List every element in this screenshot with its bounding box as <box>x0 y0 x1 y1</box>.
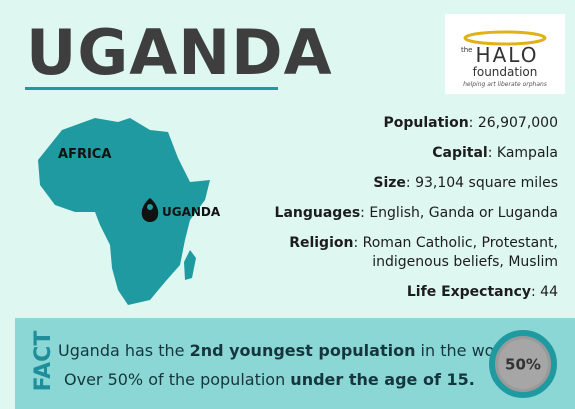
fact-value: : 44 <box>531 284 558 300</box>
badge-label: 50% <box>505 356 541 374</box>
fact-line: indigenous beliefs, Muslim <box>275 253 558 272</box>
africa-shape <box>38 118 210 305</box>
fact-line: Languages: English, Ganda or Luganda <box>275 204 558 223</box>
fact: Languages: English, Ganda or Luganda <box>275 204 558 223</box>
fact: Religion: Roman Catholic, Protestant, ind… <box>275 234 558 272</box>
halo-ring <box>463 30 547 46</box>
fact-text: Uganda has the <box>58 341 190 360</box>
fact: Life Expectancy: 44 <box>275 283 558 302</box>
madagascar-shape <box>184 250 196 280</box>
map: AFRICA UGANDA <box>38 118 221 305</box>
fact: Size: 93,104 square miles <box>275 174 558 193</box>
fact-band <box>15 318 575 409</box>
fact-line: Uganda has the 2nd youngest population i… <box>58 336 521 365</box>
fact-line: Over 50% of the population under the age… <box>58 365 521 394</box>
fact-value: : English, Ganda or Luganda <box>360 205 558 221</box>
fact: Capital: Kampala <box>275 144 558 163</box>
logo-the: the <box>461 46 473 54</box>
fact-emphasis: 2nd youngest population <box>189 341 416 360</box>
logo: the HALO foundation helping art liberate… <box>445 14 565 94</box>
fact-label: Capital <box>432 145 488 161</box>
title-rule <box>25 87 278 90</box>
fact-label: Languages <box>274 205 361 221</box>
fact-value: : 93,104 square miles <box>405 175 558 191</box>
region-label: AFRICA <box>58 147 111 162</box>
fact-emphasis: under the age of 15. <box>290 370 475 389</box>
fact-line: Religion: Roman Catholic, Protestant, <box>275 234 558 253</box>
map-pin-hole <box>147 204 153 210</box>
fact: Population: 26,907,000 <box>275 114 558 133</box>
logo-foundation: foundation <box>473 65 538 79</box>
logo-tagline: helping art liberate orphans <box>463 81 547 88</box>
map-pin-point <box>143 203 157 222</box>
badge: 50% <box>489 330 557 398</box>
fact-label: Life Expectancy <box>406 284 532 300</box>
country-label: UGANDA <box>162 205 221 219</box>
fact-line: Life Expectancy: 44 <box>275 283 558 302</box>
fact-line: Population: 26,907,000 <box>275 114 558 133</box>
logo-name: HALO <box>476 43 539 67</box>
fact-line: Size: 93,104 square miles <box>275 174 558 193</box>
fact-value: indigenous beliefs, Muslim <box>372 254 558 270</box>
facts: Population: 26,907,000 Capital: Kampala Si… <box>275 114 558 313</box>
fact-label: Size <box>373 175 406 191</box>
fact-label: Population <box>383 115 469 131</box>
badge-inner <box>498 339 548 389</box>
fact-text: Over 50% of the population <box>64 370 291 389</box>
title: UGANDA <box>26 16 333 89</box>
fact-lines: Uganda has the 2nd youngest population i… <box>58 336 521 394</box>
fact-value: : Roman Catholic, Protestant, <box>353 235 558 251</box>
fact-heading-box: FACT <box>31 331 56 392</box>
fact-value: : Kampala <box>487 145 558 161</box>
logo-art: the HALO foundation helping art liberate… <box>461 30 547 88</box>
fact-value: : 26,907,000 <box>468 115 558 131</box>
fact-heading: FACT <box>31 331 56 392</box>
fact-label: Religion <box>289 235 354 251</box>
fact-line: Capital: Kampala <box>275 144 558 163</box>
